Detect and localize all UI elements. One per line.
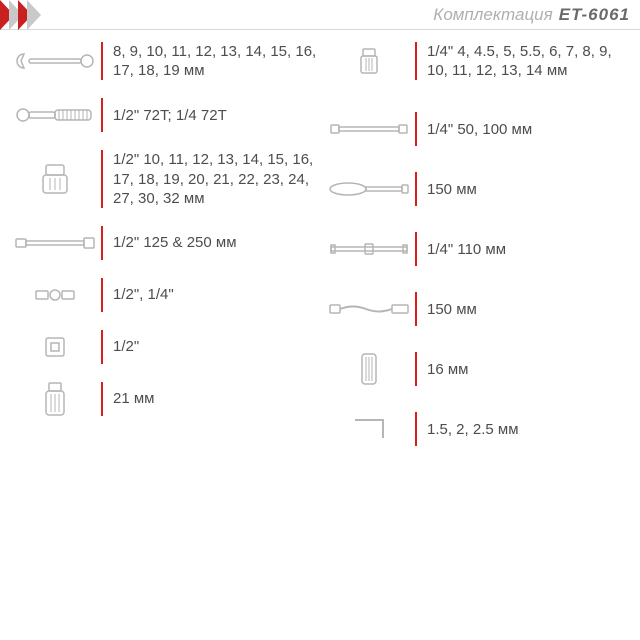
spec-row: 21 мм (12, 380, 318, 418)
spec-row: 1/4" 50, 100 мм (326, 110, 632, 148)
spec-row: 1/2" 10, 11, 12, 13, 14, 15, 16, 17, 18,… (12, 148, 318, 210)
separator (415, 232, 417, 266)
separator (101, 98, 103, 132)
spec-text: 16 мм (427, 358, 468, 381)
page-title: Комплектация ET-6061 (433, 0, 630, 30)
spec-text: 150 мм (427, 298, 477, 321)
spec-row: 1/2" (12, 328, 318, 366)
adapter-icon (12, 328, 97, 366)
separator (415, 112, 417, 146)
header: Комплектация ET-6061 (0, 0, 640, 30)
spec-columns: 8, 9, 10, 11, 12, 13, 14, 15, 16, 17, 18… (0, 30, 640, 462)
separator (415, 292, 417, 326)
spec-row: 150 мм (326, 170, 632, 208)
spec-row: 1/2", 1/4" (12, 276, 318, 314)
right-column: 1/4" 4, 4.5, 5, 5.5, 6, 7, 8, 9, 10, 11,… (324, 40, 632, 462)
chevron-icon (27, 0, 41, 30)
flex-extension-icon (326, 290, 411, 328)
spec-text: 150 мм (427, 178, 477, 201)
spec-text: 21 мм (113, 387, 154, 410)
header-chevrons (0, 0, 36, 30)
spec-row: 16 мм (326, 350, 632, 388)
spec-text: 1/2" 10, 11, 12, 13, 14, 15, 16, 17, 18,… (113, 148, 318, 210)
half-socket-icon (12, 160, 97, 198)
separator (101, 330, 103, 364)
quarter-socket-icon (326, 42, 411, 80)
universal-joint-icon (12, 276, 97, 314)
separator (101, 382, 103, 416)
separator (101, 42, 103, 80)
left-column: 8, 9, 10, 11, 12, 13, 14, 15, 16, 17, 18… (12, 40, 324, 462)
spec-text: 1/2" 72T; 1/4 72T (113, 104, 227, 127)
spec-row: 1/4" 110 мм (326, 230, 632, 268)
hex-key-icon (326, 410, 411, 448)
spec-row: 1/2" 72T; 1/4 72T (12, 96, 318, 134)
separator (101, 226, 103, 260)
quarter-extension-icon (326, 110, 411, 148)
spec-text: 1/2" 125 & 250 мм (113, 231, 237, 254)
spec-row: 1/2" 125 & 250 мм (12, 224, 318, 262)
spec-text: 8, 9, 10, 11, 12, 13, 14, 15, 16, 17, 18… (113, 40, 318, 82)
spec-row: 1.5, 2, 2.5 мм (326, 410, 632, 448)
spec-text: 1/4" 110 мм (427, 238, 506, 261)
spec-text: 1.5, 2, 2.5 мм (427, 418, 519, 441)
spec-text: 1/2", 1/4" (113, 283, 174, 306)
separator (415, 172, 417, 206)
ratchet-icon (12, 96, 97, 134)
sliding-t-bar-icon (326, 230, 411, 268)
screwdriver-handle-icon (326, 170, 411, 208)
spark-socket-icon (12, 380, 97, 418)
spec-text: 1/4" 50, 100 мм (427, 118, 532, 141)
spec-text: 1/4" 4, 4.5, 5, 5.5, 6, 7, 8, 9, 10, 11,… (427, 40, 632, 82)
separator (415, 412, 417, 446)
half-extension-icon (12, 224, 97, 262)
separator (415, 42, 417, 80)
spec-row: 150 мм (326, 290, 632, 328)
separator (415, 352, 417, 386)
title-code: ET-6061 (559, 5, 630, 25)
spec-row: 1/4" 4, 4.5, 5, 5.5, 6, 7, 8, 9, 10, 11,… (326, 40, 632, 82)
wrench-icon (12, 42, 97, 80)
spec-row: 8, 9, 10, 11, 12, 13, 14, 15, 16, 17, 18… (12, 40, 318, 82)
spec-text: 1/2" (113, 335, 139, 358)
deep-socket-icon (326, 350, 411, 388)
separator (101, 278, 103, 312)
separator (101, 150, 103, 208)
title-prefix: Комплектация (433, 5, 552, 25)
